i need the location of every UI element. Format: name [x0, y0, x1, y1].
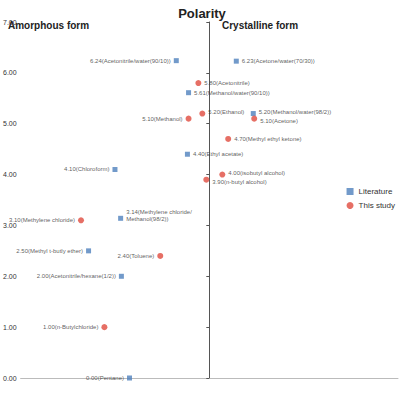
svg-text:2.50(Methyl t-butly ether): 2.50(Methyl t-butly ether) — [16, 248, 83, 254]
svg-text:3.14(Methylene chloride/: 3.14(Methylene chloride/ — [126, 209, 192, 215]
svg-text:5.80(Acetonitrile): 5.80(Acetonitrile) — [204, 80, 249, 86]
svg-text:3.90(n-butyl alcohol): 3.90(n-butyl alcohol) — [212, 179, 266, 185]
svg-text:6.24(Acetonitrile/water(90/10): 6.24(Acetonitrile/water(90/10)) — [90, 58, 171, 64]
svg-text:5.61(Methanol/water(90/10)): 5.61(Methanol/water(90/10)) — [194, 90, 270, 96]
svg-text:2.00(Acetonitrile/hexane(1/2)): 2.00(Acetonitrile/hexane(1/2)) — [37, 273, 116, 279]
svg-text:1.00: 1.00 — [3, 324, 17, 331]
svg-text:5.10(Acetone): 5.10(Acetone) — [260, 118, 298, 124]
svg-text:5.20(Methanol/water(98/2)): 5.20(Methanol/water(98/2)) — [259, 109, 331, 115]
svg-text:Methanol(98/2)): Methanol(98/2)) — [126, 216, 168, 222]
svg-text:4.00: 4.00 — [3, 171, 17, 178]
svg-text:0.00: 0.00 — [3, 375, 17, 382]
svg-text:5.10(Methanol): 5.10(Methanol) — [142, 116, 182, 122]
svg-text:4.40(Ethyl acetate): 4.40(Ethyl acetate) — [193, 151, 243, 157]
svg-text:4.10(Chloroform): 4.10(Chloroform) — [64, 166, 109, 172]
svg-text:7.00: 7.00 — [3, 19, 17, 26]
svg-text:This study: This study — [359, 201, 395, 210]
svg-text:Crystalline form: Crystalline form — [222, 20, 298, 31]
svg-text:Polarity: Polarity — [178, 6, 226, 21]
svg-text:1.00(n-Butylchloride): 1.00(n-Butylchloride) — [43, 324, 98, 330]
svg-text:5.20(Ethanol): 5.20(Ethanol) — [208, 109, 244, 115]
svg-text:2.40(Toluene): 2.40(Toluene) — [118, 253, 155, 259]
svg-text:2.00: 2.00 — [3, 273, 17, 280]
svg-text:5.00: 5.00 — [3, 120, 17, 127]
svg-text:3.00: 3.00 — [3, 221, 17, 229]
svg-text:Amorphous form: Amorphous form — [8, 20, 89, 31]
svg-text:4.70(Methyl ethyl ketone): 4.70(Methyl ethyl ketone) — [234, 136, 301, 142]
svg-text:0.00(Pentane): 0.00(Pentane) — [86, 375, 124, 381]
svg-text:6.23(Acetone/water(70/30)): 6.23(Acetone/water(70/30)) — [242, 58, 315, 64]
svg-text:Literature: Literature — [359, 187, 393, 196]
svg-text:3.10(Methylene chloride): 3.10(Methylene chloride) — [9, 217, 75, 223]
svg-text:4.00(isobutyl alcohol): 4.00(isobutyl alcohol) — [228, 170, 285, 176]
svg-text:6.00: 6.00 — [3, 69, 17, 76]
